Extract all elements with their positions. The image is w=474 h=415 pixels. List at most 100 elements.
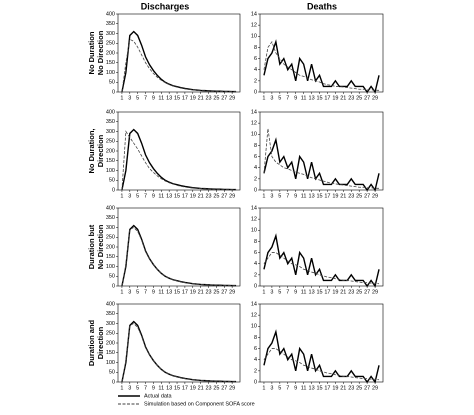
y-tick-label: 4: [254, 67, 257, 73]
x-tick-label: 15: [174, 95, 180, 101]
x-tick-label: 21: [340, 193, 346, 199]
y-tick-label: 400: [106, 11, 115, 17]
y-tick-label: 4: [254, 165, 257, 171]
y-tick-label: 2: [254, 176, 257, 182]
y-tick-label: 250: [106, 235, 115, 241]
y-tick-label: 0: [112, 283, 115, 289]
x-tick-label: 19: [332, 193, 338, 199]
x-tick-label: 5: [278, 385, 281, 391]
y-tick-label: 50: [109, 274, 115, 280]
x-tick-label: 5: [136, 95, 139, 101]
x-tick-label: 3: [270, 95, 273, 101]
x-tick-label: 1: [262, 385, 265, 391]
data-line: [121, 130, 237, 191]
y-tick-label: 400: [106, 205, 115, 211]
x-tick-label: 17: [324, 385, 330, 391]
x-tick-label: 19: [190, 95, 196, 101]
y-tick-label: 150: [106, 254, 115, 260]
x-tick-label: 29: [372, 385, 378, 391]
row-label: Direction: [96, 134, 105, 167]
x-tick-label: 23: [205, 95, 211, 101]
y-tick-label: 12: [251, 313, 257, 319]
y-tick-label: 14: [251, 205, 257, 211]
plot-frame: [117, 207, 241, 287]
data-line: [121, 30, 237, 93]
y-tick-label: 6: [254, 346, 257, 352]
column-title: Discharges: [141, 1, 190, 11]
x-tick-label: 1: [262, 289, 265, 295]
y-tick-label: 10: [251, 34, 257, 40]
data-line: [263, 329, 380, 384]
row-label: No Direction: [96, 30, 105, 75]
x-tick-label: 15: [316, 385, 322, 391]
y-tick-label: 8: [254, 45, 257, 51]
x-tick-label: 29: [372, 289, 378, 295]
y-tick-label: 6: [254, 154, 257, 160]
x-tick-label: 23: [205, 385, 211, 391]
x-tick-label: 23: [348, 385, 354, 391]
y-tick-label: 350: [106, 215, 115, 221]
y-tick-label: 12: [251, 23, 257, 29]
row-label: No Duration: [87, 31, 96, 74]
x-tick-label: 13: [309, 193, 315, 199]
y-tick-label: 100: [106, 168, 115, 174]
y-tick-label: 150: [106, 60, 115, 66]
y-tick-label: 300: [106, 321, 115, 327]
x-tick-label: 19: [332, 95, 338, 101]
y-tick-label: 2: [254, 368, 257, 374]
y-tick-label: 10: [251, 324, 257, 330]
x-tick-label: 3: [128, 95, 131, 101]
x-tick-label: 29: [229, 193, 235, 199]
x-tick-label: 29: [372, 95, 378, 101]
x-tick-label: 19: [190, 289, 196, 295]
data-line: [121, 224, 237, 287]
x-tick-label: 13: [166, 95, 172, 101]
data-line: [263, 233, 380, 288]
x-tick-label: 17: [182, 193, 188, 199]
y-tick-label: 14: [251, 11, 257, 17]
y-tick-label: 10: [251, 132, 257, 138]
x-tick-label: 17: [182, 289, 188, 295]
x-tick-label: 1: [262, 193, 265, 199]
x-tick-label: 15: [316, 289, 322, 295]
x-tick-label: 23: [348, 193, 354, 199]
x-tick-label: 29: [372, 193, 378, 199]
y-tick-label: 0: [254, 89, 257, 95]
x-tick-label: 1: [120, 95, 123, 101]
y-tick-label: 0: [112, 89, 115, 95]
x-tick-label: 9: [294, 385, 297, 391]
data-line: [121, 128, 237, 191]
y-tick-label: 4: [254, 357, 257, 363]
x-tick-label: 21: [198, 385, 204, 391]
x-tick-label: 7: [286, 95, 289, 101]
x-tick-label: 1: [120, 385, 123, 391]
x-tick-label: 11: [158, 289, 164, 295]
row-label: Direction: [96, 326, 105, 359]
data-line: [263, 137, 380, 192]
x-tick-label: 7: [144, 193, 147, 199]
x-tick-label: 21: [340, 289, 346, 295]
x-tick-label: 9: [152, 289, 155, 295]
y-tick-label: 100: [106, 264, 115, 270]
y-tick-label: 6: [254, 250, 257, 256]
y-tick-label: 300: [106, 31, 115, 37]
x-tick-label: 11: [158, 95, 164, 101]
x-tick-label: 27: [364, 193, 370, 199]
x-tick-label: 5: [278, 95, 281, 101]
x-tick-label: 25: [356, 289, 362, 295]
y-tick-label: 100: [106, 360, 115, 366]
data-line: [263, 348, 380, 381]
y-tick-label: 50: [109, 370, 115, 376]
y-tick-label: 14: [251, 301, 257, 307]
x-tick-label: 13: [309, 385, 315, 391]
x-tick-label: 17: [324, 289, 330, 295]
y-tick-label: 10: [251, 228, 257, 234]
legend-label: Actual data: [144, 393, 172, 399]
x-tick-label: 27: [364, 385, 370, 391]
x-tick-label: 9: [294, 289, 297, 295]
x-tick-label: 11: [301, 289, 307, 295]
x-tick-label: 11: [301, 193, 307, 199]
y-tick-label: 0: [254, 379, 257, 385]
x-tick-label: 3: [128, 385, 131, 391]
plot-frame: [117, 13, 241, 93]
